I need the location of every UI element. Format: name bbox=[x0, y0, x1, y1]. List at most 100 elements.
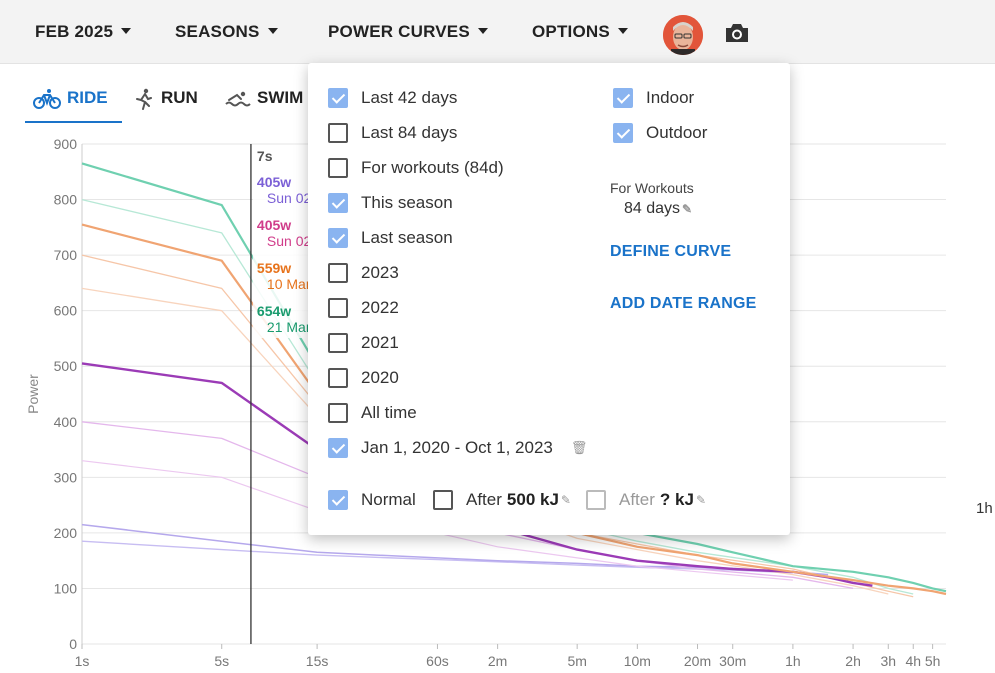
after-custom-kj-value: ? kJ bbox=[659, 490, 694, 509]
avatar[interactable] bbox=[663, 15, 703, 55]
y-tick-label: 100 bbox=[54, 580, 78, 596]
after-500kj-value: 500 kJ bbox=[506, 490, 559, 509]
curve-option[interactable]: Last 84 days bbox=[328, 122, 457, 144]
outdoor-checkbox[interactable] bbox=[613, 123, 633, 143]
camera-icon[interactable] bbox=[724, 22, 750, 44]
x-tick-label: 5m bbox=[567, 653, 586, 669]
curve-option[interactable]: 2021 bbox=[328, 332, 399, 354]
active-tab-indicator bbox=[25, 121, 122, 123]
right-edge-axis-label: 1h bbox=[976, 500, 993, 517]
after-500kj-checkbox[interactable] bbox=[433, 490, 453, 510]
x-tick-label: 30m bbox=[719, 653, 746, 669]
y-tick-label: 500 bbox=[54, 358, 78, 374]
y-tick-label: 900 bbox=[54, 136, 78, 152]
normal-label: Normal bbox=[361, 490, 416, 509]
curve-option[interactable]: Last 42 days bbox=[328, 87, 457, 109]
for-workouts-label: For Workouts bbox=[610, 180, 694, 196]
power-curves-menu-label: POWER CURVES bbox=[328, 22, 470, 41]
curve-option-label: Jan 1, 2020 - Oct 1, 2023 bbox=[361, 438, 553, 457]
indoor-option[interactable]: Indoor bbox=[613, 87, 694, 109]
curve-option-label: For workouts (84d) bbox=[361, 158, 504, 177]
after-custom-kj-label: After bbox=[619, 490, 655, 509]
month-menu[interactable]: FEB 2025 bbox=[35, 22, 132, 42]
y-tick-label: 600 bbox=[54, 303, 78, 319]
series-line bbox=[81, 540, 793, 574]
outdoor-label: Outdoor bbox=[646, 123, 708, 142]
curve-option[interactable]: For workouts (84d) bbox=[328, 157, 504, 179]
top-bar: FEB 2025 SEASONS POWER CURVES OPTIONS bbox=[0, 0, 995, 64]
month-menu-label: FEB 2025 bbox=[35, 22, 114, 41]
curve-option[interactable]: All time bbox=[328, 402, 417, 424]
series-line bbox=[81, 287, 889, 595]
power-curves-menu[interactable]: POWER CURVES bbox=[328, 22, 488, 42]
curve-option[interactable]: This season bbox=[328, 192, 453, 214]
tooltip-value: 559w bbox=[257, 260, 291, 276]
x-tick-label: 10m bbox=[624, 653, 651, 669]
y-tick-label: 800 bbox=[54, 192, 78, 208]
pencil-icon[interactable]: ✎ bbox=[682, 202, 693, 216]
curve-option-checkbox[interactable] bbox=[328, 158, 348, 178]
tab-ride[interactable]: RIDE bbox=[33, 88, 108, 122]
y-tick-label: 700 bbox=[54, 247, 78, 263]
curve-option[interactable]: Jan 1, 2020 - Oct 1, 2023 🗑 bbox=[328, 437, 587, 459]
caret-down-icon bbox=[121, 28, 132, 34]
pencil-icon[interactable]: ✎ bbox=[560, 493, 571, 507]
tab-run[interactable]: RUN bbox=[133, 88, 198, 122]
indoor-label: Indoor bbox=[646, 88, 695, 107]
curve-option-checkbox[interactable] bbox=[328, 298, 348, 318]
pencil-icon[interactable]: ✎ bbox=[695, 493, 706, 507]
add-date-range-button[interactable]: ADD DATE RANGE bbox=[610, 295, 757, 312]
options-menu[interactable]: OPTIONS bbox=[532, 22, 628, 42]
curve-option-checkbox[interactable] bbox=[328, 88, 348, 108]
x-tick-label: 15s bbox=[306, 653, 329, 669]
curve-option[interactable]: Last season bbox=[328, 227, 453, 249]
outdoor-option[interactable]: Outdoor bbox=[613, 122, 707, 144]
x-tick-label: 2m bbox=[488, 653, 507, 669]
normal-option[interactable]: Normal bbox=[328, 489, 416, 511]
after-custom-kj-checkbox[interactable] bbox=[586, 490, 606, 510]
x-tick-label: 5h bbox=[925, 653, 941, 669]
tooltip-value: 405w bbox=[257, 217, 291, 233]
caret-down-icon bbox=[617, 28, 628, 34]
curve-option-checkbox[interactable] bbox=[328, 438, 348, 458]
tooltip-value: 654w bbox=[257, 303, 291, 319]
run-icon bbox=[136, 88, 152, 110]
curve-option-checkbox[interactable] bbox=[328, 263, 348, 283]
curve-option-label: 2022 bbox=[361, 298, 399, 317]
for-workouts-value[interactable]: 84 days ✎ bbox=[624, 200, 692, 218]
tab-swim[interactable]: SWIM bbox=[225, 88, 303, 122]
curve-option-checkbox[interactable] bbox=[328, 403, 348, 423]
caret-down-icon bbox=[477, 28, 488, 34]
curve-option-checkbox[interactable] bbox=[328, 123, 348, 143]
curve-option[interactable]: 2023 bbox=[328, 262, 399, 284]
define-curve-button[interactable]: DEFINE CURVE bbox=[610, 243, 732, 260]
curve-option-label: Last 84 days bbox=[361, 123, 458, 142]
seasons-menu-label: SEASONS bbox=[175, 22, 260, 41]
x-tick-label: 20m bbox=[684, 653, 711, 669]
tab-swim-label: SWIM bbox=[257, 88, 304, 107]
curve-option-checkbox[interactable] bbox=[328, 368, 348, 388]
curve-option[interactable]: 2020 bbox=[328, 367, 399, 389]
curve-option-checkbox[interactable] bbox=[328, 228, 348, 248]
avatar-image bbox=[663, 15, 703, 55]
bike-icon bbox=[33, 89, 61, 109]
caret-down-icon bbox=[267, 28, 278, 34]
seasons-menu[interactable]: SEASONS bbox=[175, 22, 278, 42]
tab-ride-label: RIDE bbox=[67, 88, 108, 107]
normal-checkbox[interactable] bbox=[328, 490, 348, 510]
for-workouts-days: 84 days bbox=[624, 200, 681, 217]
tooltip-value: 405w bbox=[257, 174, 291, 190]
y-tick-label: 400 bbox=[54, 414, 78, 430]
y-tick-label: 0 bbox=[69, 636, 77, 652]
x-tick-label: 1h bbox=[785, 653, 801, 669]
after-500kj-option[interactable]: After 500 kJ ✎ bbox=[433, 489, 571, 511]
after-custom-kj-option[interactable]: After ? kJ ✎ bbox=[586, 489, 706, 511]
x-tick-label: 4h bbox=[905, 653, 921, 669]
swim-icon bbox=[225, 91, 251, 107]
trash-icon[interactable]: 🗑 bbox=[570, 440, 588, 455]
curve-option-checkbox[interactable] bbox=[328, 333, 348, 353]
x-tick-label: 1s bbox=[75, 653, 90, 669]
curve-option-checkbox[interactable] bbox=[328, 193, 348, 213]
curve-option[interactable]: 2022 bbox=[328, 297, 399, 319]
indoor-checkbox[interactable] bbox=[613, 88, 633, 108]
